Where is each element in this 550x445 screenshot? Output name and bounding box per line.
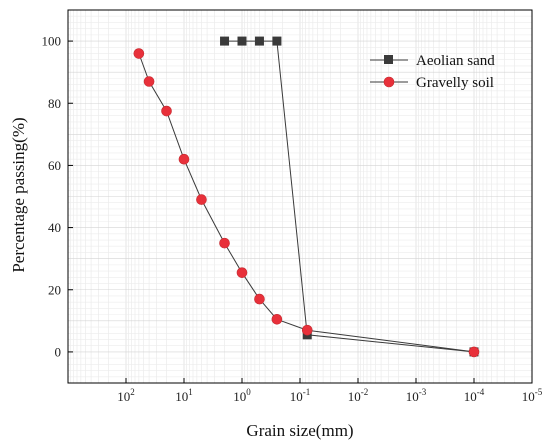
point-gravelly-soil [271, 313, 283, 325]
x-tick-label: 10-2 [348, 387, 369, 404]
x-tick-label: 102 [117, 387, 135, 404]
y-tick-label: 20 [48, 282, 61, 297]
x-tick-label: 10-5 [522, 387, 543, 404]
point-gravelly-soil [161, 105, 172, 117]
legend-label-aeolian-sand: Aeolian sand [416, 53, 495, 69]
x-axis-title: Grain size(mm) [246, 421, 353, 440]
point-gravelly-soil [468, 346, 480, 358]
point-aeolian-sand [237, 36, 247, 46]
point-aeolian-sand [254, 36, 264, 46]
legend-label-gravelly-soil: Gravelly soil [416, 75, 494, 91]
x-tick-label: 10-1 [290, 387, 311, 404]
x-tick-label: 10-3 [406, 387, 427, 404]
point-gravelly-soil [301, 324, 313, 336]
x-tick-label: 100 [233, 387, 251, 404]
legend-marker-aeolian-sand [384, 55, 393, 64]
series [133, 36, 480, 358]
point-aeolian-sand [220, 36, 230, 46]
y-tick-label: 60 [48, 158, 61, 173]
y-tick-label: 80 [48, 96, 61, 111]
y-axis-title: Percentage passing(%) [9, 117, 28, 272]
grid [68, 9, 533, 384]
legend: Aeolian sand Gravelly soil [370, 53, 495, 91]
point-gravelly-soil [254, 293, 265, 305]
x-tick-label: 101 [175, 387, 193, 404]
y-tick-label: 0 [55, 344, 62, 359]
legend-marker-gravelly-soil [383, 76, 395, 88]
point-gravelly-soil [178, 153, 190, 165]
point-aeolian-sand [272, 36, 282, 46]
y-tick-label: 100 [42, 34, 62, 49]
point-gravelly-soil [236, 267, 248, 278]
point-gravelly-soil [133, 48, 145, 59]
x-tick-label: 10-4 [464, 387, 485, 404]
point-gravelly-soil [143, 76, 155, 87]
axis-ticks: 102 101 100 10-1 10-2 10-3 10-4 10-5 0 20 40 60 80 10… [42, 34, 543, 404]
point-gravelly-soil [196, 194, 207, 205]
point-gravelly-soil [219, 237, 230, 249]
y-tick-label: 40 [48, 220, 61, 235]
